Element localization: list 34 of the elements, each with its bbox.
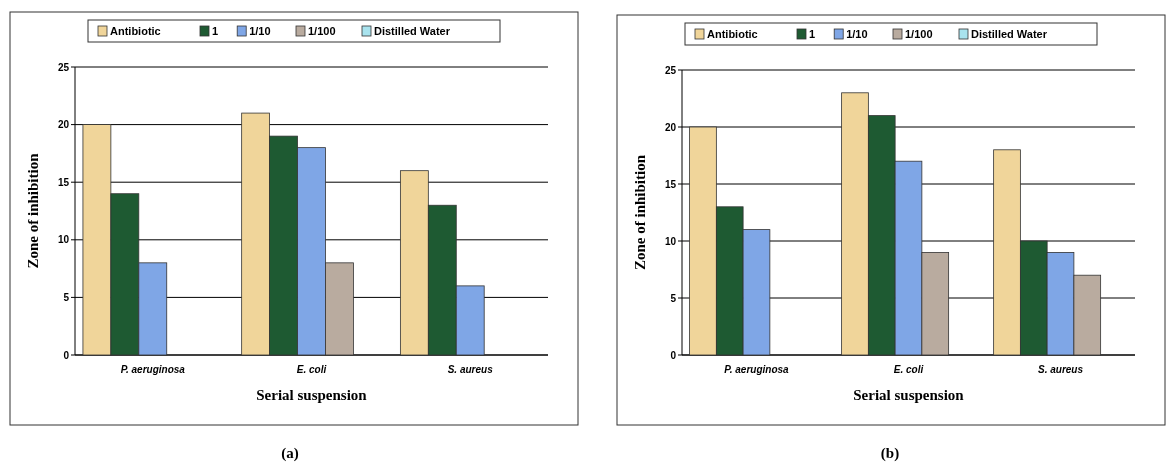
x-tick-label: P. aeruginosa xyxy=(724,364,790,375)
text: (b) xyxy=(880,445,900,462)
y-tick-label: 20 xyxy=(664,121,677,133)
legend-label: 1 xyxy=(212,25,219,37)
legend-label: 1 xyxy=(809,28,816,40)
y-tick-label: 0 xyxy=(63,349,70,361)
legend-label: Antibiotic xyxy=(110,25,161,37)
x-tick-label: E. coli xyxy=(296,364,327,375)
legend-label: 1/10 xyxy=(846,28,868,40)
x-axis-title: Serial suspension xyxy=(256,387,368,403)
legend-label: Antibiotic xyxy=(707,28,758,40)
y-tick-label: 25 xyxy=(664,64,677,76)
y-tick-label: 5 xyxy=(63,291,70,303)
y-tick-label: 0 xyxy=(670,349,677,361)
y-tick-label: 20 xyxy=(57,119,70,131)
y-tick-label: 5 xyxy=(670,292,677,304)
legend-label: 1/100 xyxy=(308,25,336,37)
y-axis-title: Zone of inhibition xyxy=(25,152,41,269)
y-tick-label: 10 xyxy=(664,235,677,247)
y-axis-title: Zone of inhibition xyxy=(632,154,648,271)
legend-label: 1/10 xyxy=(249,25,271,37)
legend-label: Distilled Water xyxy=(374,25,451,37)
y-tick-label: 10 xyxy=(57,234,70,246)
y-tick-label: 15 xyxy=(57,176,70,188)
y-tick-label: 15 xyxy=(664,178,677,190)
x-tick-label: S. aureus xyxy=(447,364,494,375)
legend-label: 1/100 xyxy=(905,28,933,40)
x-axis-title: Serial suspension xyxy=(853,387,965,403)
legend-label: Distilled Water xyxy=(971,28,1048,40)
y-tick-label: 25 xyxy=(57,61,70,73)
text: (a) xyxy=(281,445,299,462)
x-tick-label: S. aureus xyxy=(1038,364,1084,375)
x-tick-label: E. coli xyxy=(893,364,924,375)
x-tick-label: P. aeruginosa xyxy=(120,364,186,375)
